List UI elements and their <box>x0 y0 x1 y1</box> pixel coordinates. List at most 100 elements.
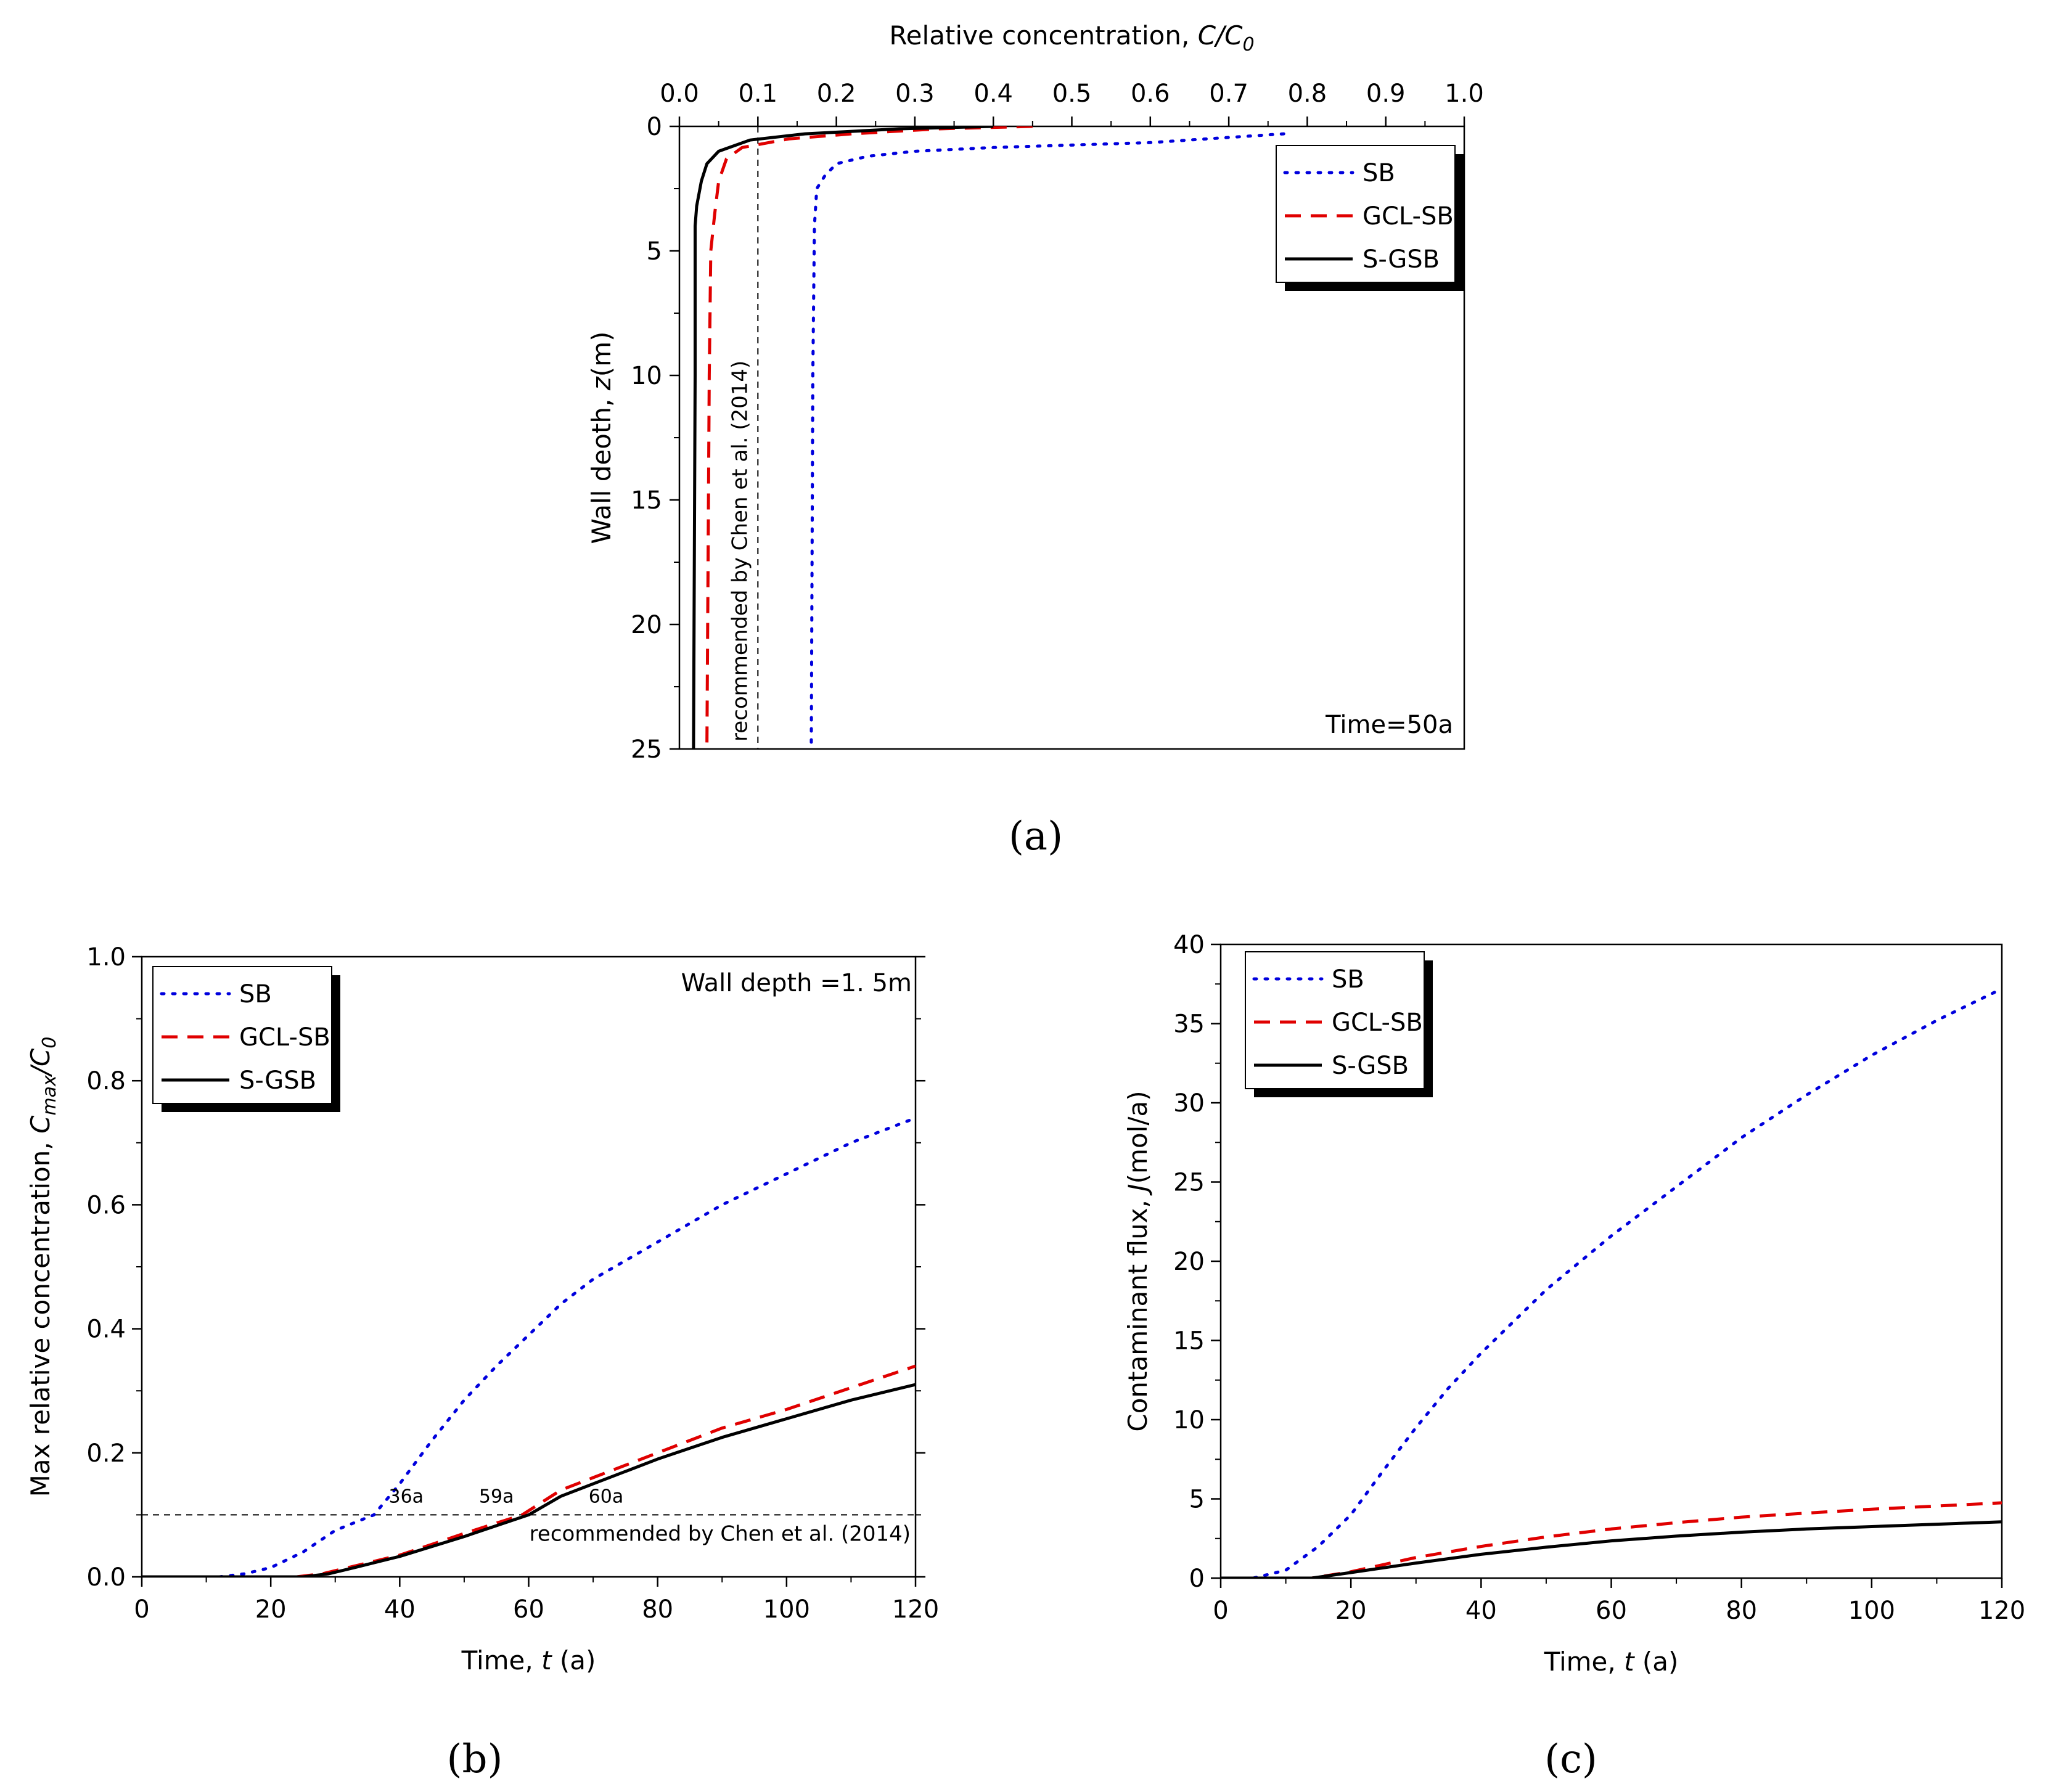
x-tick-label-c: 0 <box>1213 1597 1228 1625</box>
x-tick-label-a: 0.3 <box>895 80 935 108</box>
y-axis-title-unit-c: (mol/a) <box>1123 1090 1153 1184</box>
y-tick-label-c: 20 <box>1173 1248 1205 1276</box>
y-tick-label-c: 35 <box>1173 1010 1205 1039</box>
panel-label-a: (a) <box>1009 814 1063 859</box>
legend-label-s-gsb: S-GSB <box>1363 245 1440 274</box>
y-axis-title-var-b: C <box>25 1115 55 1134</box>
y-axis-title-c: Contaminant flux, J(mol/a) <box>1123 1090 1153 1431</box>
x-tick-label-a: 0.1 <box>738 80 777 108</box>
y-axis-title-a: Wall deoth, z(m) <box>586 332 617 544</box>
series-line-sb <box>809 132 1285 749</box>
x-tick-label-a: 0.7 <box>1209 80 1248 108</box>
x-tick-label-b: 80 <box>642 1595 673 1624</box>
x-tick-label-b: 100 <box>763 1595 810 1624</box>
x-tick-label-a: 1.0 <box>1445 80 1484 108</box>
y-tick-label-b: 0.2 <box>86 1439 126 1468</box>
y-tick-label-c: 25 <box>1173 1169 1205 1197</box>
crossing-label-b: 36a <box>389 1486 424 1507</box>
x-tick-label-b: 20 <box>255 1595 287 1624</box>
y-tick-label-c: 0 <box>1189 1565 1205 1593</box>
chart-panel-c: 0 20 40 60 80 100 120 0 5 10 15 20 25 30 35 40 Time, t (… <box>1123 931 2025 1782</box>
x-axis-title-var-c: t <box>1624 1647 1635 1677</box>
x-axis-title-text-b: Time, <box>461 1645 542 1675</box>
legend-label-gcl-sb: GCL-SB <box>239 1023 330 1052</box>
y-axis-title-sub2-b: 0 <box>39 1037 60 1049</box>
y-axis-title-var2-b: /C <box>25 1048 55 1078</box>
series-line-sb <box>142 1116 916 1577</box>
x-axis-title-unit-c: (a) <box>1634 1647 1679 1677</box>
x-tick-label-b: 40 <box>384 1595 416 1624</box>
x-tick-label-a: 0.8 <box>1288 80 1327 108</box>
x-tick-label-a: 0.6 <box>1131 80 1170 108</box>
crossing-label-b: 59a <box>479 1486 514 1507</box>
y-tick-label-a: 5 <box>647 237 662 266</box>
y-tick-label-a: 20 <box>631 611 662 639</box>
y-tick-label-b: 0.0 <box>86 1563 126 1592</box>
y-axis-title-b: Max relative concentration, Cmax/C0 <box>25 1037 60 1497</box>
x-tick-label-c: 60 <box>1596 1597 1627 1625</box>
x-tick-label-b: 60 <box>513 1595 544 1624</box>
x-tick-label-a: 0.4 <box>973 80 1013 108</box>
legend-label-sb: SB <box>239 980 272 1009</box>
series-line-s-gsb <box>692 126 994 749</box>
x-tick-label-b: 120 <box>892 1595 939 1624</box>
x-tick-label-a: 0.5 <box>1052 80 1092 108</box>
legend-label-s-gsb: S-GSB <box>239 1066 316 1095</box>
y-tick-label-c: 40 <box>1173 931 1205 959</box>
x-axis-title-b: Time, t (a) <box>461 1645 596 1675</box>
y-tick-label-a: 0 <box>647 113 662 141</box>
x-axis-title-var-a: C/C <box>1198 20 1243 51</box>
series-line-sb <box>1221 987 2002 1578</box>
legend-label-sb: SB <box>1363 159 1395 187</box>
legend-label-s-gsb: S-GSB <box>1332 1052 1409 1080</box>
y-tick-label-b: 0.4 <box>86 1315 126 1344</box>
y-tick-label-b: 1.0 <box>86 943 126 972</box>
x-tick-label-a: 0.9 <box>1366 80 1406 108</box>
series-line-s-gsb <box>1221 1520 2002 1578</box>
y-axis-title-sub-b: max <box>39 1075 60 1116</box>
y-axis-title-unit-a: (m) <box>586 332 617 377</box>
x-tick-label-a: 0.0 <box>660 80 699 108</box>
y-axis-title-text-b: Max relative concentration, <box>25 1134 55 1497</box>
y-axis-title-text-c: Contaminant flux, <box>1123 1192 1153 1432</box>
crossing-label-b: 60a <box>589 1486 624 1507</box>
x-axis-title-sub-a: 0 <box>1243 34 1255 55</box>
x-axis-title-unit-b: (a) <box>552 1645 596 1675</box>
x-tick-label-c: 80 <box>1726 1597 1757 1625</box>
x-axis-title-text-c: Time, <box>1544 1647 1625 1677</box>
x-axis-title-a: Relative concentration, C/C0 <box>889 20 1254 55</box>
y-tick-label-c: 5 <box>1189 1486 1205 1514</box>
legend-label-sb: SB <box>1332 965 1364 994</box>
chart-panel-b: 0 20 40 60 80 100 120 0.0 0.2 0.4 0.6 0.8 1.0 Time, t… <box>25 943 939 1782</box>
x-tick-label-a: 0.2 <box>817 80 856 108</box>
series-line-s-gsb <box>142 1383 916 1577</box>
x-tick-label-c: 40 <box>1465 1597 1497 1625</box>
y-tick-label-c: 10 <box>1173 1406 1205 1434</box>
y-axis-title-var-a: z <box>586 376 617 391</box>
reference-line-label-b: recommended by Chen et al. (2014) <box>530 1521 911 1546</box>
x-tick-label-c: 120 <box>1978 1597 2025 1625</box>
y-tick-label-a: 10 <box>631 362 662 390</box>
y-tick-label-a: 25 <box>631 735 662 764</box>
x-tick-label-c: 100 <box>1848 1597 1895 1625</box>
y-axis-title-text-a: Wall deoth, <box>586 390 617 544</box>
y-tick-label-c: 30 <box>1173 1089 1205 1118</box>
panel-label-b: (b) <box>447 1737 503 1782</box>
x-axis-title-c: Time, t (a) <box>1544 1647 1679 1677</box>
x-tick-label-b: 0 <box>134 1595 149 1624</box>
panel-label-c: (c) <box>1544 1737 1597 1782</box>
depth-annotation-b: Wall depth =1. 5m <box>681 969 912 997</box>
series-line-gcl-sb <box>705 126 1033 749</box>
legend-label-gcl-sb: GCL-SB <box>1332 1009 1423 1037</box>
legend-label-gcl-sb: GCL-SB <box>1363 202 1454 231</box>
reference-line-label-a: recommended by Chen et al. (2014) <box>727 361 752 742</box>
x-axis-title-text-a: Relative concentration, <box>889 20 1197 51</box>
y-tick-label-a: 15 <box>631 486 662 515</box>
x-tick-label-c: 20 <box>1335 1597 1367 1625</box>
x-axis-title-var-b: t <box>541 1645 552 1675</box>
time-annotation-a: Time=50a <box>1325 711 1453 739</box>
y-tick-label-b: 0.8 <box>86 1067 126 1095</box>
y-tick-label-b: 0.6 <box>86 1191 126 1219</box>
y-tick-label-c: 15 <box>1173 1327 1205 1356</box>
